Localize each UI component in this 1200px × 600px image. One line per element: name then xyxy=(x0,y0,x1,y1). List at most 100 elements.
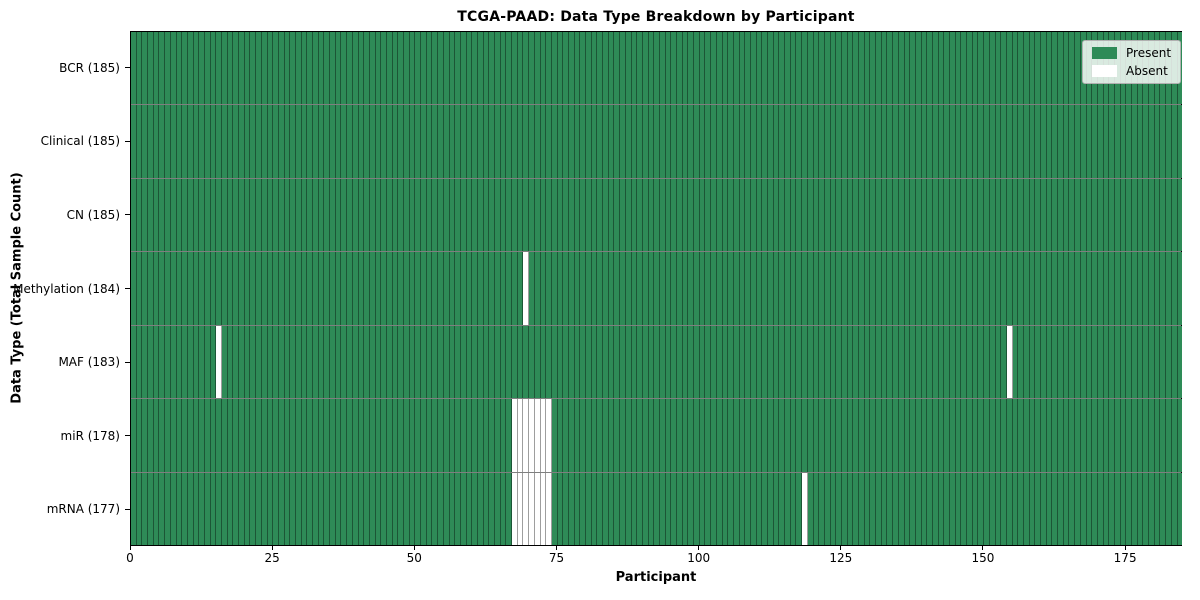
heatmap-cell xyxy=(170,32,177,105)
heatmap-cell xyxy=(500,399,507,472)
heatmap-cell xyxy=(1018,472,1024,545)
heatmap-cell xyxy=(182,252,188,325)
heatmap-cell xyxy=(477,105,484,178)
heatmap-cell xyxy=(910,472,916,545)
heatmap-cell xyxy=(739,105,746,178)
heatmap-cell xyxy=(773,252,780,325)
x-tick-label: 175 xyxy=(1113,551,1137,565)
heatmap-cell xyxy=(1177,105,1183,178)
heatmap-cell xyxy=(864,472,871,545)
heatmap-cell xyxy=(449,105,456,178)
heatmap-cell xyxy=(750,472,757,545)
heatmap-cell xyxy=(819,105,825,178)
heatmap-cell xyxy=(853,399,859,472)
heatmap-cell xyxy=(1052,32,1059,105)
heatmap-cell xyxy=(512,252,518,325)
x-axis-label: Participant xyxy=(615,570,697,585)
heatmap-cell xyxy=(301,399,308,472)
heatmap-cell xyxy=(642,325,649,399)
heatmap-cell xyxy=(677,252,683,325)
heatmap-cell xyxy=(381,325,387,399)
heatmap-cell xyxy=(893,325,899,399)
heatmap-cell xyxy=(768,325,774,399)
heatmap-cell xyxy=(802,32,808,105)
heatmap-cell xyxy=(1143,472,1150,545)
heatmap-cell xyxy=(1137,252,1144,325)
heatmap-cell xyxy=(1114,105,1121,178)
heatmap-cell xyxy=(1149,178,1155,252)
heatmap-cell xyxy=(608,325,615,399)
heatmap-cell xyxy=(142,105,149,178)
heatmap-cell xyxy=(802,399,808,472)
heatmap-cell xyxy=(864,105,871,178)
heatmap-cell xyxy=(506,399,513,472)
heatmap-cell xyxy=(796,105,803,178)
heatmap-cell xyxy=(324,325,331,399)
heatmap-cell xyxy=(745,105,751,178)
heatmap-cell xyxy=(904,105,911,178)
heatmap-cell xyxy=(386,178,393,252)
heatmap-cell xyxy=(1023,325,1030,399)
heatmap-cell xyxy=(1041,325,1047,399)
heatmap-cell xyxy=(222,472,228,545)
heatmap-cell xyxy=(893,399,899,472)
heatmap-cell xyxy=(733,325,740,399)
heatmap-cell xyxy=(1080,472,1087,545)
heatmap-cell xyxy=(631,32,638,105)
heatmap-cell xyxy=(1126,178,1132,252)
heatmap-cell xyxy=(1075,32,1081,105)
heatmap-cell xyxy=(404,32,410,105)
heatmap-cell xyxy=(648,32,655,105)
heatmap-cell xyxy=(1086,105,1093,178)
heatmap-cell xyxy=(1046,32,1053,105)
heatmap-cell xyxy=(824,178,831,252)
heatmap-cell xyxy=(620,32,626,105)
heatmap-cell xyxy=(301,178,308,252)
heatmap-cell xyxy=(750,252,757,325)
heatmap-cell xyxy=(1075,105,1081,178)
heatmap-cell xyxy=(369,252,376,325)
heatmap-cell xyxy=(705,399,712,472)
heatmap-cell xyxy=(984,472,990,545)
y-tick-mark xyxy=(125,435,130,437)
heatmap-cell xyxy=(927,252,933,325)
heatmap-cell xyxy=(824,472,831,545)
heatmap-cell xyxy=(699,252,706,325)
heatmap-cell xyxy=(1046,178,1053,252)
y-tick-label: mRNA (177) xyxy=(46,502,120,517)
y-tick-label: CN (185) xyxy=(66,207,120,222)
heatmap-cell xyxy=(614,472,621,545)
heatmap-cell xyxy=(756,32,763,105)
heatmap-cell xyxy=(705,178,712,252)
heatmap-cell xyxy=(853,252,859,325)
heatmap-cell xyxy=(671,32,677,105)
heatmap-cell xyxy=(341,399,348,472)
heatmap-cell xyxy=(1160,325,1167,399)
heatmap-cell xyxy=(136,399,143,472)
heatmap-cell xyxy=(631,178,638,252)
heatmap-cell xyxy=(1132,325,1138,399)
heatmap-cell xyxy=(506,32,513,105)
heatmap-cell xyxy=(773,105,780,178)
heatmap-cell xyxy=(148,178,154,252)
heatmap-cell xyxy=(1063,472,1070,545)
heatmap-cell xyxy=(313,472,319,545)
heatmap-cell xyxy=(250,32,257,105)
heatmap-cell xyxy=(472,399,478,472)
heatmap-cell xyxy=(267,252,274,325)
heatmap-cell xyxy=(637,105,643,178)
heatmap-cell xyxy=(165,32,171,105)
heatmap-cell xyxy=(1001,399,1007,472)
heatmap-cell xyxy=(586,105,592,178)
heatmap-cell xyxy=(796,325,803,399)
heatmap-cell xyxy=(227,32,234,105)
heatmap-cell xyxy=(694,105,700,178)
heatmap-cell xyxy=(654,32,660,105)
heatmap-cell xyxy=(392,472,399,545)
heatmap-cell xyxy=(392,399,399,472)
heatmap-cell xyxy=(1046,325,1053,399)
heatmap-cell xyxy=(563,105,569,178)
heatmap-cell xyxy=(932,472,939,545)
heatmap-cell xyxy=(625,105,632,178)
heatmap-cell xyxy=(1058,325,1064,399)
